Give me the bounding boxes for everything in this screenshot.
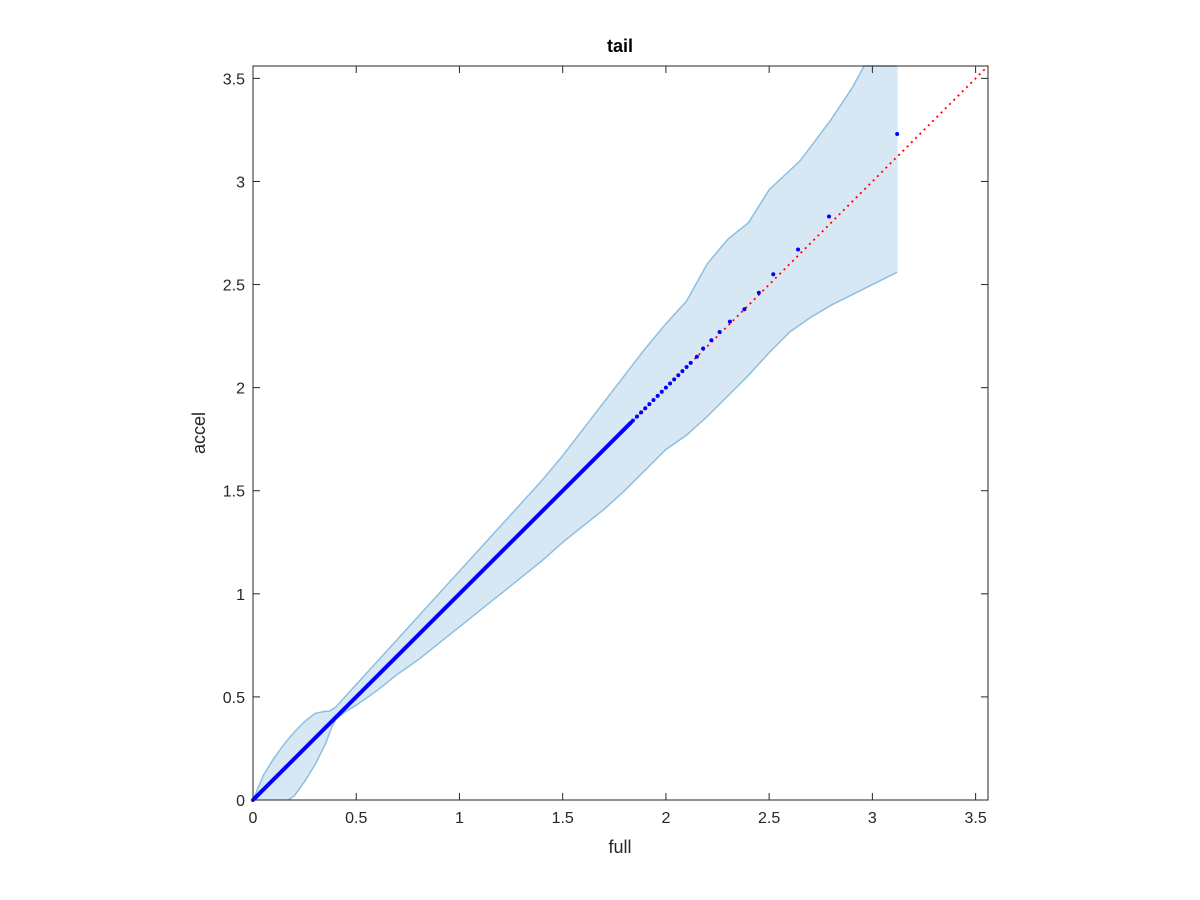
- data-point: [651, 398, 656, 403]
- data-points-layer: [251, 132, 900, 802]
- x-tick-label: 2.5: [758, 810, 780, 827]
- x-axis-label: full: [608, 837, 631, 857]
- band-upper-edge: [252, 65, 898, 801]
- y-tick-label: 3.5: [223, 71, 245, 88]
- axes-box: [252, 65, 989, 801]
- data-point: [676, 373, 681, 378]
- x-axis-ticks: 0 0.5 1 1.5 2 2.5 3 3.5: [249, 66, 987, 827]
- data-point: [672, 377, 677, 382]
- y-tick-label: 0: [236, 793, 245, 810]
- data-point: [827, 214, 832, 219]
- data-point: [643, 406, 648, 411]
- data-point: [709, 338, 714, 343]
- x-tick-label: 3: [868, 810, 877, 827]
- y-tick-label: 2: [236, 381, 245, 398]
- data-point: [688, 360, 693, 365]
- y-axis-ticks: 0 0.5 1 1.5 2 2.5 3 3.5: [223, 71, 988, 810]
- y-tick-label: 0.5: [223, 690, 245, 707]
- data-point: [796, 247, 801, 252]
- plot-area: 0 0.5 1 1.5 2 2.5 3 3.5 0 0.5 1 1.5 2 2.5 3 3.5: [223, 65, 989, 827]
- data-point: [771, 272, 776, 277]
- data-point: [630, 418, 635, 423]
- x-tick-label: 1: [455, 810, 464, 827]
- data-point: [659, 389, 664, 394]
- data-point: [727, 319, 732, 324]
- data-point: [742, 307, 747, 312]
- confidence-band-fill: [253, 66, 898, 800]
- data-point: [756, 290, 761, 295]
- band-lower-edge: [287, 271, 898, 801]
- data-point: [684, 365, 689, 370]
- x-tick-label: 3.5: [964, 810, 986, 827]
- confidence-band-layer: [252, 65, 898, 801]
- data-point: [647, 402, 652, 407]
- reference-line-layer: [252, 65, 989, 801]
- y-axis-label: accel: [189, 412, 209, 454]
- chart-title: tail: [607, 36, 633, 56]
- data-point: [635, 414, 640, 419]
- data-point: [655, 393, 660, 398]
- x-tick-label: 2: [661, 810, 670, 827]
- data-point: [680, 369, 685, 374]
- y-tick-label: 1.5: [223, 484, 245, 501]
- data-point: [701, 346, 706, 351]
- x-tick-label: 0: [249, 810, 258, 827]
- y-tick-label: 3: [236, 174, 245, 191]
- x-tick-label: 0.5: [345, 810, 367, 827]
- data-point: [717, 329, 722, 334]
- data-point: [668, 381, 673, 386]
- data-point: [639, 410, 644, 415]
- data-point: [694, 354, 699, 359]
- y-tick-label: 1: [236, 587, 245, 604]
- data-point: [663, 385, 668, 390]
- dense-data-points: [251, 420, 633, 802]
- reference-line: [252, 65, 989, 801]
- y-tick-label: 2.5: [223, 278, 245, 295]
- data-point: [895, 132, 900, 137]
- x-tick-label: 1.5: [552, 810, 574, 827]
